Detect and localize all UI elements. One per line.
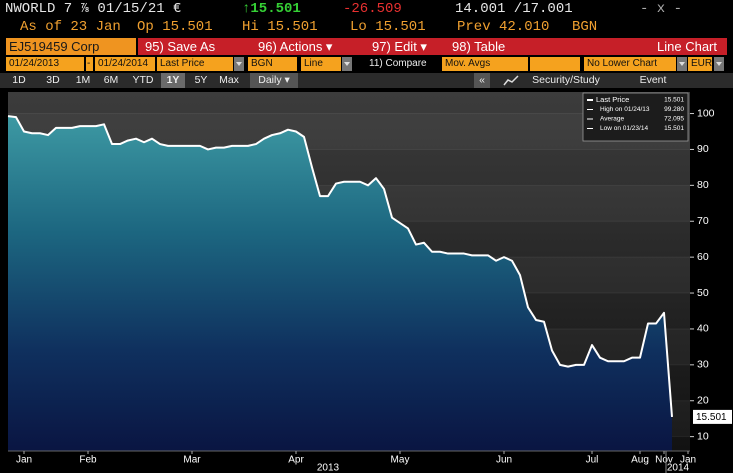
period-button[interactable]: YTD [132, 74, 154, 86]
source-field[interactable]: BGN [248, 57, 297, 71]
lower-chart-select[interactable]: No Lower Chart [584, 57, 676, 71]
x-tick-label: May [391, 455, 410, 466]
legend-box [582, 92, 689, 142]
x-tick-label: Aug [631, 455, 649, 466]
y-tick-label: 20 [697, 395, 709, 407]
last-value-label: 15.501 [696, 412, 727, 423]
dropdown-arrow[interactable] [342, 57, 352, 71]
menu-button[interactable]: 98) Table [452, 39, 506, 54]
as-of: As of 23 Jan [20, 19, 121, 35]
legend-label: Last Price [596, 95, 629, 104]
ticker[interactable]: EJ519459 Corp [9, 39, 100, 54]
studies-field[interactable]: Mov. Avgs [442, 57, 528, 71]
security: NWORLD 7 ⅞ 01/15/21 € [5, 1, 182, 17]
study-button[interactable]: Security/Study [532, 74, 600, 86]
compare-button[interactable]: 11) Compare [366, 57, 438, 71]
dropdown-arrow[interactable] [714, 57, 724, 71]
x-tick-label: Jun [496, 455, 512, 466]
period-button[interactable]: 1Y [161, 73, 185, 88]
y-tick-label: 80 [697, 179, 709, 191]
last-price: ↑15.501 [242, 1, 301, 17]
dropdown-arrow[interactable] [677, 57, 687, 71]
field-select[interactable]: Last Price [157, 57, 233, 71]
blank-field[interactable] [530, 57, 580, 71]
y-tick-label: 90 [697, 143, 709, 155]
legend-value: 15.501 [664, 97, 684, 104]
event-button[interactable]: Event [639, 74, 667, 86]
area [8, 116, 672, 451]
last-value-box [693, 409, 732, 424]
x-group-label: 2013 [317, 463, 340, 473]
date-dash: - [86, 57, 93, 71]
y-tick-label: 40 [697, 323, 709, 335]
study-icon [503, 75, 519, 86]
x-tick-label: Feb [79, 455, 97, 466]
legend-label: High on 01/24/13 [600, 106, 650, 113]
x-tick-label: Jul [586, 455, 599, 466]
period-button[interactable]: Max [219, 74, 239, 86]
change: -26.509 [343, 1, 402, 17]
price-line [7, 115, 673, 417]
period-button[interactable]: 1M [75, 74, 91, 86]
x-tick-label: Apr [288, 455, 304, 466]
legend-value: 99.280 [664, 106, 684, 113]
menu-bar [138, 38, 727, 55]
x-group-label: 2014 [667, 463, 690, 473]
frequency-select[interactable]: Daily ▾ [250, 73, 298, 88]
window-controls[interactable]: - x - [640, 1, 683, 17]
y-tick-label: 60 [697, 251, 709, 263]
y-tick-label: 100 [697, 107, 715, 119]
y-tick-label: 10 [697, 430, 709, 442]
dropdown-arrow[interactable] [234, 57, 244, 71]
menu-button[interactable]: 97) Edit ▾ [372, 39, 427, 54]
legend-label: Low on 01/23/14 [600, 125, 648, 132]
axis-background [690, 92, 733, 451]
x-tick-label: Nov [655, 455, 673, 466]
ticker-box[interactable] [6, 38, 136, 55]
end-date[interactable]: 01/24/2014 [95, 57, 155, 71]
period-button[interactable]: 5Y [194, 74, 208, 86]
x-tick-label: Mar [183, 455, 201, 466]
start-date[interactable]: 01/24/2013 [6, 57, 84, 71]
view-name: Line Chart [657, 39, 717, 54]
collapse-button[interactable]: « [474, 73, 490, 88]
low: Lo 15.501 [350, 19, 426, 35]
prev: Prev 42.010 [457, 19, 550, 35]
menu-button[interactable]: 96) Actions ▾ [258, 39, 333, 54]
x-tick-label: Jan [16, 455, 32, 466]
period-button[interactable]: 6M [103, 74, 119, 86]
legend-label: Average [600, 116, 624, 123]
period-button[interactable]: 1D [12, 74, 26, 86]
currency-select[interactable]: EUR [688, 57, 712, 71]
menu-button[interactable]: 95) Save As [145, 39, 216, 54]
style-select[interactable]: Line [301, 57, 341, 71]
x-tick-label: Jan [680, 455, 696, 466]
legend-value: 72.095 [664, 116, 684, 123]
y-tick-label: 50 [697, 287, 709, 299]
bid-ask: 14.001 /17.001 [455, 1, 573, 17]
y-tick-label: 30 [697, 359, 709, 371]
legend-value: 15.501 [664, 125, 684, 132]
y-tick-label: 70 [697, 215, 709, 227]
high: Hi 15.501 [242, 19, 318, 35]
source: BGN [572, 19, 598, 35]
open: Op 15.501 [137, 19, 213, 35]
period-button[interactable]: 3D [46, 74, 60, 86]
